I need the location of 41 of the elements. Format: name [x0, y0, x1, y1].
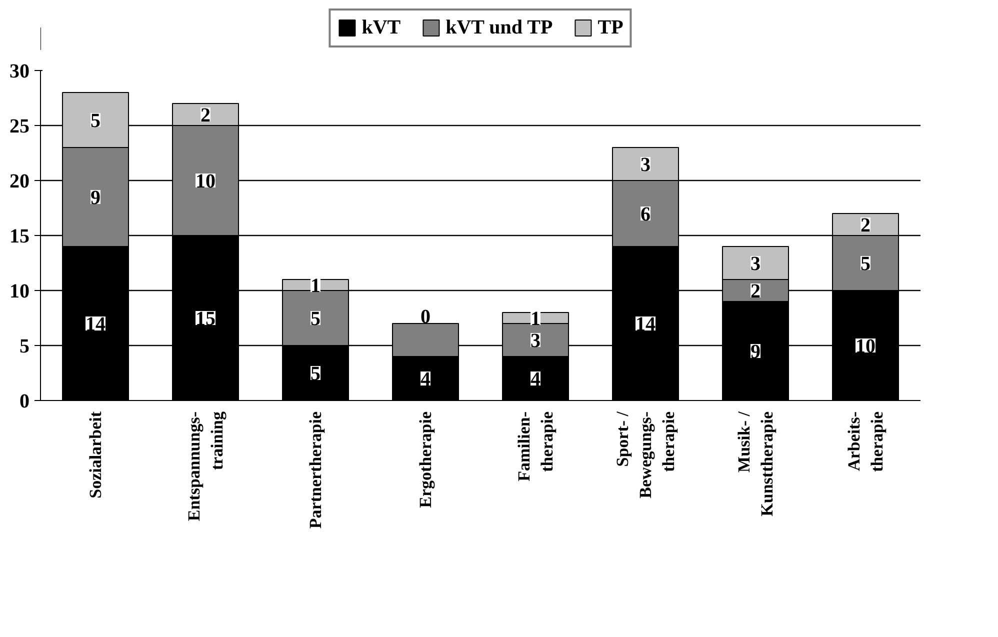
data-label: 1 — [530, 308, 540, 330]
x-tick-label: Ergotherapie — [416, 411, 435, 508]
data-label: 1 — [310, 275, 320, 297]
data-label: 10 — [196, 170, 216, 192]
legend-label: kVT — [362, 16, 401, 39]
legend-label: kVT und TP — [446, 16, 553, 39]
y-tick-label: 15 — [10, 226, 30, 248]
x-tick-label: Sozialarbeit — [86, 411, 105, 498]
data-label: 4 — [420, 368, 430, 390]
data-label: 2 — [750, 280, 760, 302]
legend-label: TP — [598, 16, 624, 39]
data-label: 15 — [196, 308, 216, 330]
data-label: 10 — [856, 336, 876, 358]
y-tick-label: 5 — [20, 336, 30, 358]
x-tick-label: Sport- / Bewegungs- therapie — [613, 411, 678, 498]
x-tick-label: Entspannungs- training — [184, 411, 226, 522]
x-tick-label: Musik- / Kunsttherapie — [734, 411, 776, 516]
data-label: 0 — [420, 306, 430, 328]
data-label: 3 — [750, 253, 760, 275]
data-label: 2 — [860, 214, 870, 236]
y-tick-label: 30 — [10, 60, 30, 82]
y-tick-label: 20 — [10, 170, 30, 192]
data-label: 5 — [860, 253, 870, 275]
data-label: 9 — [750, 341, 760, 363]
data-label: 5 — [90, 110, 100, 132]
x-tick-label: Partnertherapie — [306, 411, 325, 529]
y-tick-label: 10 — [10, 280, 30, 302]
data-label: 6 — [640, 204, 650, 226]
x-tick-label: Arbeits- therapie — [844, 411, 886, 472]
data-label: 5 — [310, 363, 320, 385]
y-tick-label: 25 — [10, 116, 30, 138]
data-label: 2 — [200, 104, 210, 126]
data-label: 3 — [640, 154, 650, 176]
data-label: 4 — [530, 368, 540, 390]
data-label: 3 — [530, 330, 540, 352]
data-label: 14 — [636, 314, 656, 336]
data-label: 9 — [90, 187, 100, 209]
data-label: 5 — [310, 308, 320, 330]
x-tick-label: Familien- therapie — [514, 411, 556, 482]
data-label: 14 — [86, 314, 106, 336]
y-tick-label: 0 — [20, 390, 30, 412]
